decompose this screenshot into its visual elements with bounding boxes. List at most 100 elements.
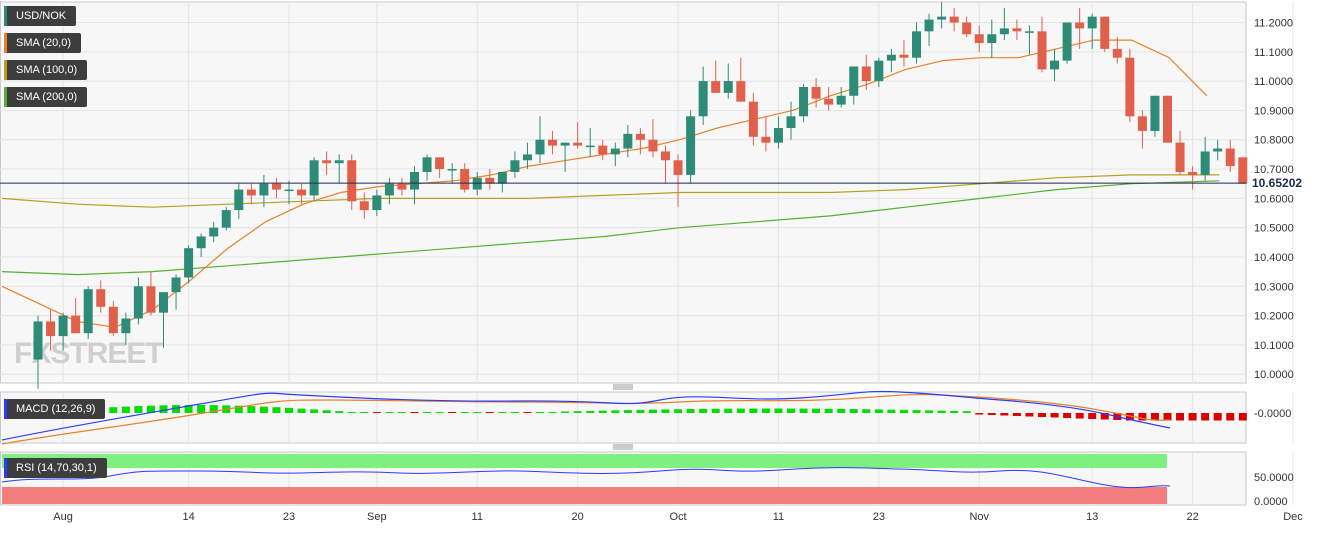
macd-bar xyxy=(109,407,118,413)
legend-rsi: RSI (14,70,30,1) xyxy=(4,458,107,478)
candle-body xyxy=(836,95,846,105)
macd-y-tick: -0.0000 xyxy=(1254,408,1291,420)
x-tick-label: 23 xyxy=(283,511,295,523)
macd-bar xyxy=(611,410,620,413)
macd-bar xyxy=(435,412,444,413)
candle-body xyxy=(912,31,921,58)
macd-bar xyxy=(247,406,256,413)
candle-body xyxy=(322,160,332,164)
legend-swatch xyxy=(4,6,7,26)
candle-body xyxy=(974,34,984,44)
macd-bar xyxy=(561,411,570,413)
macd-bar xyxy=(586,410,595,413)
macd-bar xyxy=(899,409,908,413)
legend-usdnok: USD/NOK xyxy=(4,6,77,26)
candle-body xyxy=(686,116,696,175)
macd-bar xyxy=(799,408,808,413)
x-tick-label: Oct xyxy=(669,511,686,523)
macd-bar xyxy=(1226,413,1235,421)
legend-label: USD/NOK xyxy=(16,10,67,22)
candle-body xyxy=(861,66,871,82)
legend-macd: MACD (12,26,9) xyxy=(4,399,106,419)
macd-bar xyxy=(121,406,130,413)
candle-body xyxy=(159,292,168,313)
macd-bar xyxy=(1238,413,1247,421)
macd-bar xyxy=(410,412,419,413)
y-tick-label: 10.2000 xyxy=(1254,311,1294,323)
candle-body xyxy=(1012,28,1022,32)
x-tick-label: Aug xyxy=(53,511,73,523)
macd-bar xyxy=(686,409,695,413)
macd-bar xyxy=(937,410,946,413)
macd-bar xyxy=(1138,413,1147,421)
legend-label: MACD (12,26,9) xyxy=(16,403,96,415)
y-tick-label: 10.0000 xyxy=(1254,369,1294,381)
macd-bar xyxy=(787,408,795,413)
candle-body xyxy=(786,116,796,129)
legend-sma200: SMA (200,0) xyxy=(4,87,88,107)
candle-body xyxy=(585,145,595,148)
macd-bar xyxy=(1075,413,1084,419)
candle-body xyxy=(96,289,106,307)
candle-body xyxy=(234,189,244,211)
macd-bar xyxy=(674,409,683,413)
macd-bar xyxy=(987,413,996,415)
macd-bar xyxy=(573,411,582,413)
macd-bar xyxy=(485,412,494,413)
candle-body xyxy=(497,171,507,184)
macd-bar xyxy=(335,411,344,413)
macd-bar xyxy=(1150,413,1159,421)
candle-body xyxy=(799,86,809,117)
macd-bar xyxy=(749,408,758,413)
macd-bar xyxy=(397,412,406,413)
candle-body xyxy=(359,201,369,211)
candle-body xyxy=(899,54,909,58)
candle-body xyxy=(33,321,43,360)
macd-bar xyxy=(925,410,934,413)
sma200-line xyxy=(1,180,1220,276)
macd-line xyxy=(1,390,1171,441)
macd-bar xyxy=(523,412,532,413)
candle-body xyxy=(46,321,56,337)
rsi-line xyxy=(1,467,1171,489)
candle-body xyxy=(1062,22,1072,61)
macd-bar xyxy=(209,405,218,413)
candle-body xyxy=(397,183,407,190)
macd-bar xyxy=(1063,413,1072,418)
macd-bar xyxy=(285,407,293,413)
macd-bar xyxy=(699,408,708,413)
y-tick-label: 11.1000 xyxy=(1254,47,1293,59)
macd-bar xyxy=(837,408,846,413)
macd-bar xyxy=(1000,413,1009,416)
macd-bar xyxy=(1038,413,1046,417)
macd-bar xyxy=(473,412,482,413)
x-tick-label: 13 xyxy=(1086,511,1098,523)
macd-bar xyxy=(498,412,507,413)
macd-bar xyxy=(272,407,281,413)
candle-body xyxy=(1188,171,1198,175)
candle-body xyxy=(711,81,721,93)
candle-body xyxy=(1137,116,1147,131)
candle-body xyxy=(472,177,482,190)
last-price-tag xyxy=(1248,175,1306,192)
candle-body xyxy=(573,142,583,146)
macd-bar xyxy=(510,412,519,413)
macd-bar xyxy=(322,410,331,413)
macd-bar xyxy=(259,406,268,413)
candle-body xyxy=(824,98,834,105)
candle-body xyxy=(309,160,319,196)
candle-body xyxy=(648,139,658,152)
rsi-oversold-zone xyxy=(2,487,1167,504)
legend-label: SMA (200,0) xyxy=(16,91,78,103)
macd-bar xyxy=(347,412,356,413)
candle-body xyxy=(886,54,896,61)
candle-body xyxy=(1100,16,1110,49)
sma20-line xyxy=(1,39,1208,328)
macd-bar xyxy=(1050,413,1059,418)
candle-body xyxy=(949,16,959,23)
macd-bar xyxy=(824,408,833,413)
macd-bar xyxy=(598,410,607,413)
macd-bar xyxy=(172,405,181,413)
candle-body xyxy=(610,148,620,155)
